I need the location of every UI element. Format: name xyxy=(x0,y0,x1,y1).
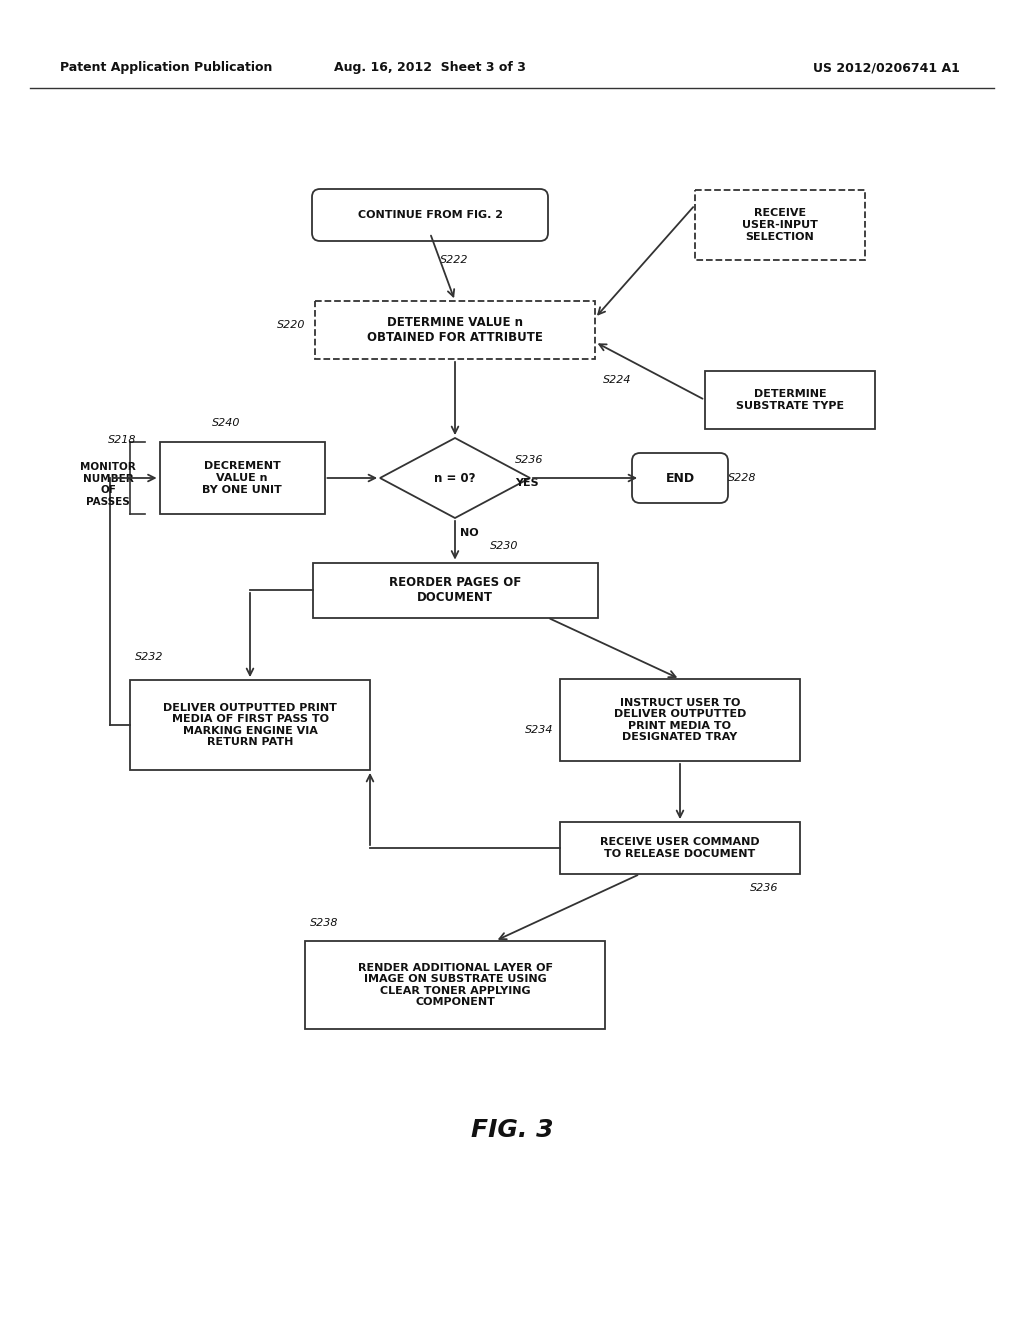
Text: n = 0?: n = 0? xyxy=(434,471,476,484)
Text: RECEIVE USER COMMAND
TO RELEASE DOCUMENT: RECEIVE USER COMMAND TO RELEASE DOCUMENT xyxy=(600,837,760,859)
Text: MONITOR
NUMBER
OF
PASSES: MONITOR NUMBER OF PASSES xyxy=(80,462,136,507)
Text: S224: S224 xyxy=(603,375,632,385)
Text: S238: S238 xyxy=(310,917,339,928)
Text: END: END xyxy=(666,471,694,484)
FancyBboxPatch shape xyxy=(160,442,325,513)
FancyBboxPatch shape xyxy=(695,190,865,260)
Text: INSTRUCT USER TO
DELIVER OUTPUTTED
PRINT MEDIA TO
DESIGNATED TRAY: INSTRUCT USER TO DELIVER OUTPUTTED PRINT… xyxy=(613,697,746,742)
Text: S236: S236 xyxy=(750,883,778,894)
Text: RECEIVE
USER-INPUT
SELECTION: RECEIVE USER-INPUT SELECTION xyxy=(742,209,818,242)
FancyBboxPatch shape xyxy=(632,453,728,503)
Text: S240: S240 xyxy=(212,418,241,428)
FancyBboxPatch shape xyxy=(560,678,800,762)
Text: S220: S220 xyxy=(278,319,305,330)
Text: S230: S230 xyxy=(490,541,518,550)
Text: DECREMENT
VALUE n
BY ONE UNIT: DECREMENT VALUE n BY ONE UNIT xyxy=(202,462,282,495)
Text: Aug. 16, 2012  Sheet 3 of 3: Aug. 16, 2012 Sheet 3 of 3 xyxy=(334,62,526,74)
Text: S234: S234 xyxy=(525,725,554,735)
FancyBboxPatch shape xyxy=(560,822,800,874)
Text: DELIVER OUTPUTTED PRINT
MEDIA OF FIRST PASS TO
MARKING ENGINE VIA
RETURN PATH: DELIVER OUTPUTTED PRINT MEDIA OF FIRST P… xyxy=(163,702,337,747)
FancyBboxPatch shape xyxy=(312,189,548,242)
Text: RENDER ADDITIONAL LAYER OF
IMAGE ON SUBSTRATE USING
CLEAR TONER APPLYING
COMPONE: RENDER ADDITIONAL LAYER OF IMAGE ON SUBS… xyxy=(357,962,553,1007)
Text: DETERMINE
SUBSTRATE TYPE: DETERMINE SUBSTRATE TYPE xyxy=(736,389,844,411)
Text: S222: S222 xyxy=(440,255,469,265)
Text: FIG. 3: FIG. 3 xyxy=(471,1118,553,1142)
FancyBboxPatch shape xyxy=(705,371,874,429)
FancyBboxPatch shape xyxy=(305,941,605,1030)
Text: CONTINUE FROM FIG. 2: CONTINUE FROM FIG. 2 xyxy=(357,210,503,220)
Text: S236: S236 xyxy=(515,455,544,465)
Text: US 2012/0206741 A1: US 2012/0206741 A1 xyxy=(813,62,961,74)
Text: S218: S218 xyxy=(108,436,136,445)
Text: YES: YES xyxy=(515,478,539,488)
Text: DETERMINE VALUE n
OBTAINED FOR ATTRIBUTE: DETERMINE VALUE n OBTAINED FOR ATTRIBUTE xyxy=(367,315,543,345)
Text: NO: NO xyxy=(460,528,478,539)
FancyBboxPatch shape xyxy=(312,562,597,618)
Polygon shape xyxy=(380,438,530,517)
FancyBboxPatch shape xyxy=(315,301,595,359)
FancyBboxPatch shape xyxy=(130,680,370,770)
Text: S228: S228 xyxy=(728,473,757,483)
Text: REORDER PAGES OF
DOCUMENT: REORDER PAGES OF DOCUMENT xyxy=(389,576,521,605)
Text: S232: S232 xyxy=(135,652,164,663)
Text: Patent Application Publication: Patent Application Publication xyxy=(60,62,272,74)
